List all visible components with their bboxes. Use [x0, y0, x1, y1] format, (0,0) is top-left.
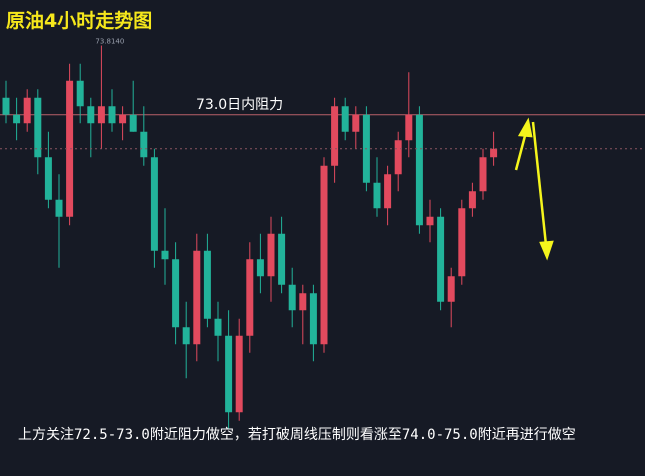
candle-body	[458, 208, 466, 277]
candle-body	[182, 327, 190, 345]
candle-body	[23, 97, 31, 124]
candle-body	[256, 259, 264, 277]
candle-body	[267, 233, 275, 277]
arrow-down	[531, 121, 548, 246]
candle-body	[13, 114, 21, 124]
candle-body	[55, 199, 63, 217]
arrow-head	[539, 240, 554, 261]
forecast-arrows	[514, 117, 554, 261]
candle-body	[278, 233, 286, 285]
candle-body	[288, 284, 296, 311]
candle-body	[384, 174, 392, 209]
arrow-up	[514, 131, 528, 171]
candle-body	[203, 250, 211, 319]
candle-body	[214, 318, 222, 336]
candle-body	[76, 80, 84, 107]
candle-body	[2, 97, 10, 115]
candle-body	[193, 250, 201, 345]
candle-body	[405, 114, 413, 141]
candle-body	[119, 114, 127, 124]
candle-body	[479, 157, 487, 192]
candle-body	[150, 157, 158, 251]
analysis-note: 上方关注72.5-73.0附近阻力做空，若打破周线压制则看涨至74.0-75.0…	[18, 427, 576, 443]
candle-body	[34, 97, 42, 158]
candle-body	[341, 106, 349, 132]
candle-body	[468, 191, 476, 209]
candle-body	[44, 157, 52, 200]
resistance-label: 73.0日内阻力	[196, 97, 283, 113]
candles: 73.0日内阻力 73.8140	[0, 38, 645, 430]
arrow-head	[517, 117, 533, 138]
candle-body	[490, 148, 498, 158]
candle-body	[415, 114, 423, 226]
candle-body	[309, 293, 317, 345]
candle-body	[373, 182, 381, 209]
candle-body	[172, 259, 180, 328]
candle-body	[246, 259, 254, 336]
candle-body	[299, 293, 307, 311]
candle-body	[66, 80, 74, 217]
candle-body	[161, 250, 169, 260]
candle-body	[140, 131, 148, 158]
candle-body	[331, 106, 339, 166]
candle-body	[97, 106, 105, 124]
candle-body	[447, 276, 455, 302]
candle-body	[437, 216, 445, 302]
high-label: 73.8140	[95, 38, 124, 46]
candle-body	[320, 165, 328, 345]
candle-body	[129, 114, 137, 132]
candle-body	[225, 335, 233, 413]
candle-body	[394, 140, 402, 175]
chart-title: 原油4小时走势图	[6, 10, 153, 32]
candle-body	[426, 216, 434, 226]
candle-body	[235, 335, 243, 413]
candle-body	[108, 106, 116, 124]
candle-body	[87, 106, 95, 124]
candle-body	[352, 114, 360, 132]
